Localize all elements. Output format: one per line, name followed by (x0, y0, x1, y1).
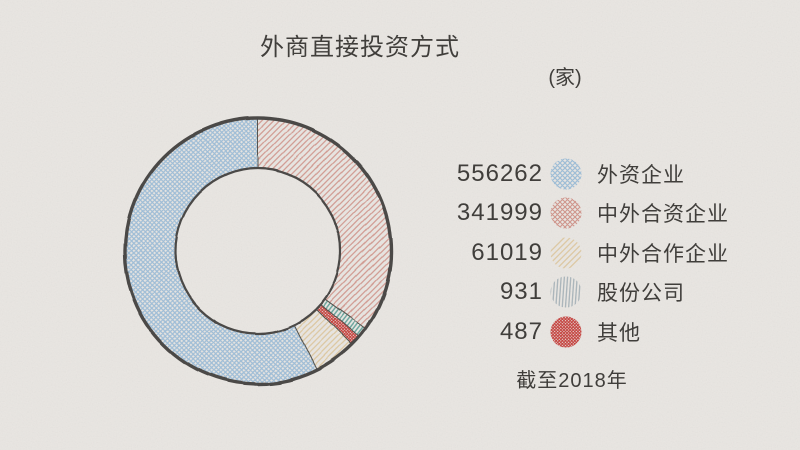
legend-swatch-icon (550, 316, 582, 348)
legend-label: 外资企业 (597, 164, 685, 187)
legend-value: 61019 (471, 238, 543, 266)
legend-label: 中外合资企业 (597, 203, 729, 227)
legend-row: 556262 外资企业 (448, 158, 729, 190)
legend-swatch-icon (550, 276, 582, 308)
legend-swatch-icon (550, 237, 582, 269)
legend-row: 341999 中外合资企业 (448, 197, 729, 229)
legend-row: 487 其他 (448, 316, 729, 348)
legend-value: 341999 (456, 199, 543, 227)
legend-value: 487 (499, 317, 543, 345)
legend-swatch-icon (550, 197, 582, 229)
legend: 556262 外资企业 341999 中外合资企业 61019 中外合作企业 9… (448, 158, 729, 355)
legend-label: 中外合作企业 (597, 242, 729, 266)
footnote: 截至2018年 (516, 370, 628, 392)
legend-value: 556262 (456, 160, 543, 187)
legend-label: 股份公司 (597, 282, 685, 306)
legend-value: 931 (499, 278, 543, 306)
legend-row: 61019 中外合作企业 (448, 237, 729, 269)
unit-label: (家) (548, 67, 582, 89)
chart-title: 外商直接投资方式 (260, 34, 460, 61)
legend-row: 931 股份公司 (448, 276, 729, 308)
legend-label: 其他 (597, 321, 641, 345)
legend-swatch-icon (550, 158, 582, 190)
